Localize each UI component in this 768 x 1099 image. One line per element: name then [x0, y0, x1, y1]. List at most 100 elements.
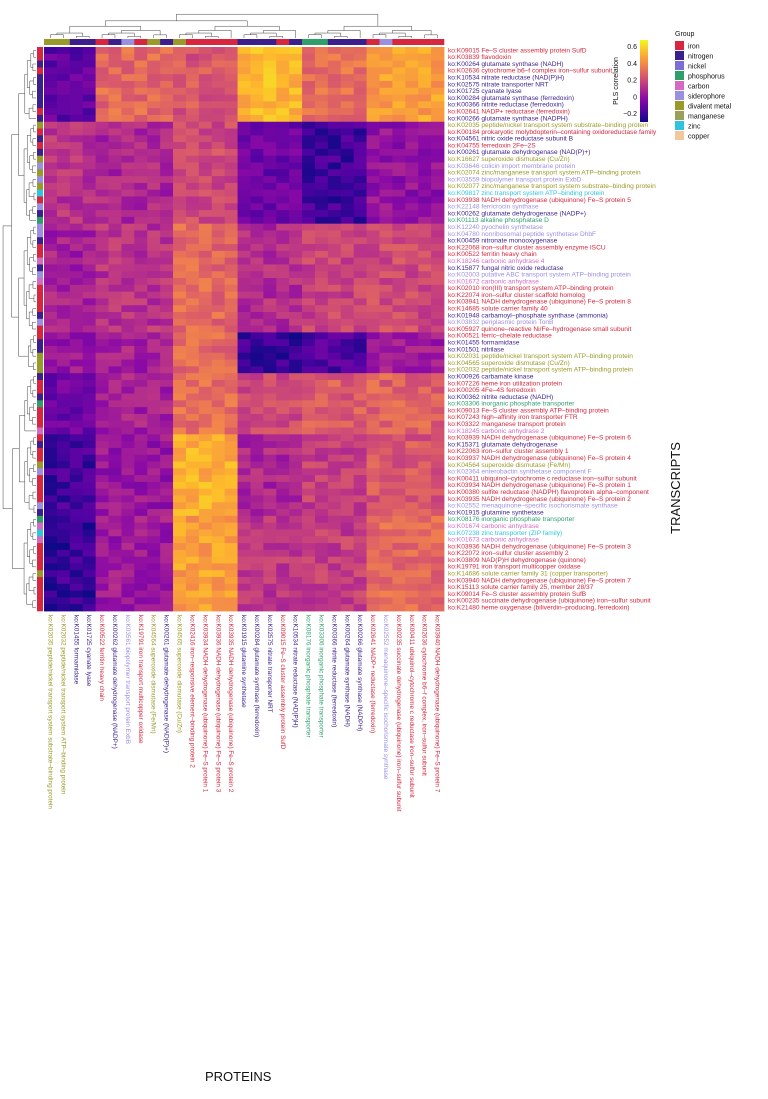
heatmap-cell — [173, 481, 187, 490]
row-group-marker — [37, 67, 43, 75]
heatmap-cell — [353, 189, 367, 197]
heatmap-cell — [134, 47, 148, 55]
heatmap-cell — [379, 121, 393, 129]
dendrogram-branch — [33, 152, 36, 160]
heatmap-cell — [405, 522, 419, 530]
row-label: ko:K03938 NADH dehydrogenase (ubiquinone… — [448, 197, 631, 204]
heatmap-cell — [147, 264, 161, 272]
heatmap-cell — [108, 583, 122, 592]
heatmap-cell — [108, 278, 122, 286]
heatmap-cell — [405, 488, 419, 496]
heatmap-cell — [224, 230, 238, 238]
heatmap-cell — [340, 556, 355, 564]
heatmap-cell — [185, 176, 200, 184]
row-group-marker — [37, 366, 43, 374]
heatmap-cell — [198, 352, 213, 360]
heatmap-cell — [366, 155, 380, 163]
heatmap-cell — [198, 60, 213, 68]
heatmap-cell — [366, 366, 380, 374]
row-group-marker — [37, 271, 43, 279]
heatmap-cell — [185, 87, 200, 95]
heatmap-cell — [392, 509, 406, 517]
heatmap-cell — [147, 318, 161, 327]
heatmap-cell — [69, 210, 84, 218]
heatmap-cell — [224, 155, 238, 163]
heatmap-cell — [69, 155, 84, 163]
heatmap-cell — [237, 495, 251, 503]
heatmap-cell — [108, 339, 122, 347]
legend-item-label: nickel — [688, 64, 706, 71]
heatmap-cell — [263, 570, 277, 578]
heatmap-cell — [224, 373, 238, 381]
heatmap-cell — [224, 47, 238, 55]
heatmap-cell — [418, 468, 432, 476]
heatmap-cell — [276, 101, 290, 109]
heatmap-cell — [211, 53, 226, 61]
colorbar-gradient — [640, 40, 648, 122]
heatmap-cell — [134, 162, 148, 170]
heatmap-cell — [95, 176, 109, 184]
row-label: ko:K02003 putative ABC transport system … — [448, 272, 631, 279]
heatmap-cell — [250, 352, 264, 360]
heatmap-cell — [327, 420, 342, 428]
heatmap-cell — [314, 169, 329, 177]
heatmap-cell — [147, 461, 161, 469]
heatmap-cell — [302, 509, 316, 517]
heatmap-cell — [405, 216, 419, 225]
heatmap-cell — [340, 420, 355, 428]
heatmap-cell — [147, 393, 161, 401]
row-label: ko:K02636 cytochrome b6–f complex iron–s… — [448, 68, 612, 75]
heatmap-cell — [237, 318, 251, 327]
heatmap-cell — [302, 407, 316, 415]
dendrogram-branch — [269, 36, 283, 38]
heatmap-cell — [302, 441, 316, 449]
heatmap-cell — [56, 108, 71, 116]
heatmap-cell — [340, 447, 355, 456]
heatmap-cell — [353, 515, 367, 524]
heatmap-cell — [302, 590, 316, 598]
heatmap-cell — [173, 169, 187, 177]
row-group-marker — [37, 509, 43, 517]
heatmap-cell — [69, 529, 84, 537]
heatmap-cell — [121, 203, 135, 211]
heatmap-cell — [95, 529, 109, 537]
heatmap-cell — [418, 386, 432, 394]
heatmap-cell — [289, 244, 303, 252]
row-label: ko:K15877 fungal nitric oxide reductase — [448, 265, 564, 272]
heatmap-cell — [108, 101, 122, 109]
heatmap-cell — [108, 495, 122, 503]
heatmap-cell — [418, 162, 432, 170]
heatmap-cell — [56, 488, 71, 496]
heatmap-cell — [366, 522, 380, 530]
heatmap-cell — [134, 468, 148, 476]
heatmap-cell — [173, 257, 187, 265]
heatmap-cell — [340, 264, 355, 272]
heatmap-cell — [353, 509, 367, 517]
heatmap-cell — [366, 67, 380, 75]
heatmap-cell — [160, 413, 174, 422]
heatmap-cell — [302, 420, 316, 428]
heatmap-cell — [44, 271, 58, 279]
dendrogram-branch — [185, 32, 212, 37]
heatmap-cell — [56, 148, 71, 157]
heatmap-cell — [418, 420, 432, 428]
heatmap-cell — [302, 148, 316, 157]
row-label: ko:K18245 carbonic anhydrase 2 — [448, 428, 545, 435]
heatmap-cell — [211, 345, 226, 354]
column-label: ko:K00264 glutamate synthase (NADH) — [343, 615, 350, 727]
row-label: ko:K15113 solute carrier family 25, memb… — [448, 584, 594, 591]
heatmap-cell — [198, 47, 213, 55]
row-label: ko:K00262 glutamate dehydrogenase (NADP+… — [448, 210, 586, 217]
column-label: ko:K02035 peptide/nickel transport syste… — [47, 615, 54, 809]
heatmap-cell — [289, 393, 303, 401]
heatmap-cell — [44, 121, 58, 129]
heatmap-cell — [198, 407, 213, 415]
heatmap-cell — [82, 359, 97, 367]
heatmap-cell — [69, 515, 84, 524]
heatmap-cell — [431, 210, 445, 218]
heatmap-cell — [56, 121, 71, 129]
heatmap-cell — [224, 325, 238, 333]
heatmap-cell — [263, 182, 277, 191]
heatmap-cell — [289, 475, 303, 483]
heatmap-cell — [56, 413, 71, 422]
